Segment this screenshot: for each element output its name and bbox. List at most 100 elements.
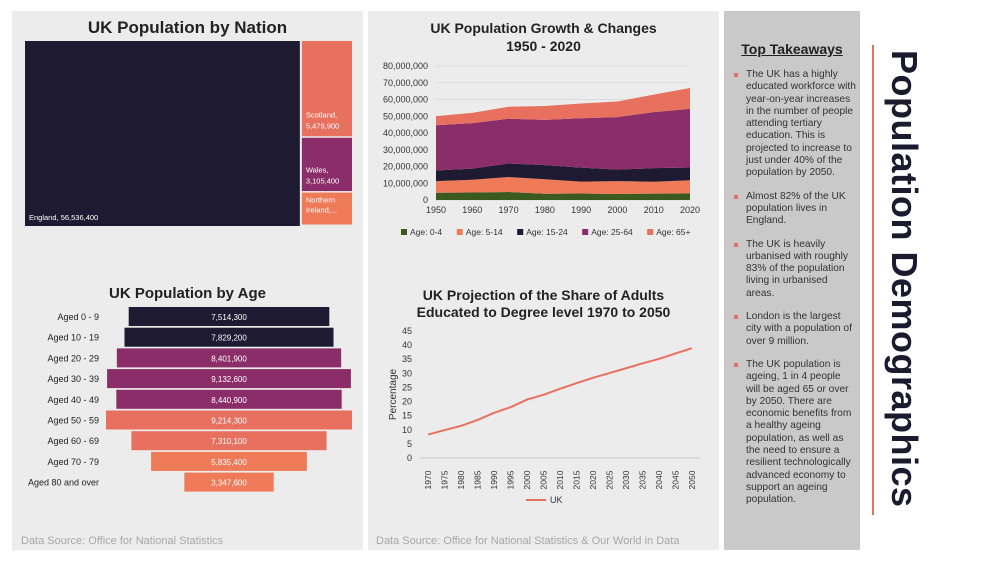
area-legend-label: Age: 0-4 [410, 227, 442, 237]
line-ytick: 20 [402, 397, 412, 407]
area-ytick: 30,000,000 [383, 145, 428, 155]
age-bar-value: 5,835,400 [211, 458, 247, 467]
age-bar-label: Aged 40 - 49 [47, 395, 99, 405]
area-ytick: 60,000,000 [383, 95, 428, 105]
page-title: Population Demographics [884, 50, 925, 508]
treemap-value-scotland: 5,479,900 [306, 122, 339, 131]
takeaway-item: London is the largest city with a popula… [734, 311, 856, 348]
age-bar [116, 389, 342, 409]
age-bar [107, 369, 351, 389]
age-bar-label: Aged 50 - 59 [47, 416, 99, 426]
treemap-label-scotland: Scotland, [306, 111, 337, 120]
line-ytick: 10 [402, 425, 412, 435]
age-bar-value: 7,514,300 [211, 313, 247, 322]
age-bar-value: 8,440,900 [211, 396, 247, 405]
age-bar [128, 307, 330, 326]
area-ytick: 20,000,000 [383, 162, 428, 172]
treemap-value-wales: 3,105,400 [306, 177, 339, 186]
age-bar [184, 472, 274, 492]
middle-source: Data Source: Office for National Statist… [376, 535, 680, 547]
area-series-age-25-64 [436, 108, 690, 171]
line-chart-title: UK Projection of the Share of Adults [422, 287, 665, 303]
treemap-title: UK Population by Nation [87, 18, 288, 37]
age-bar-value: 9,132,600 [211, 375, 247, 384]
area-legend-swatch [517, 229, 524, 235]
area-chart-subtitle: 1950 - 2020 [506, 38, 581, 54]
middle-panel: UK Population Growth & Changes 1950 - 20… [368, 11, 719, 550]
line-ytick: 35 [402, 354, 412, 364]
line-legend-label: UK [550, 495, 563, 505]
area-chart: 0 10,000,000 20,000,000 30,000,000 40,000,00… [383, 61, 700, 237]
line-xtick: 1980 [456, 470, 466, 489]
takeaway-item: Almost 82% of the UK population lives in… [734, 191, 856, 228]
area-legend-swatch [456, 229, 463, 235]
line-series-uk [427, 347, 693, 436]
area-ytick: 50,000,000 [383, 111, 428, 121]
takeaways-heading: Top Takeaways [741, 41, 843, 57]
line-ytick: 40 [402, 340, 412, 350]
treemap-cell-scotland [301, 41, 352, 137]
accent-divider [872, 45, 874, 515]
line-xtick: 2030 [621, 470, 631, 489]
treemap-label-wales: Wales, [306, 166, 329, 175]
line-xtick: 2000 [522, 470, 532, 489]
takeaway-item: The UK population is ageing, 1 in 4 peop… [734, 359, 856, 507]
age-bar-value: 7,310,100 [211, 437, 247, 446]
area-xtick: 1970 [499, 205, 519, 215]
area-xtick: 1990 [571, 205, 591, 215]
left-panel: UK Population by Nation England, 56,536,… [12, 11, 363, 550]
area-series-age-65- [436, 87, 690, 126]
line-xtick: 2035 [637, 470, 647, 489]
line-xtick: 1995 [506, 470, 516, 489]
area-series-age-15-24 [436, 163, 690, 182]
age-bar-label: Aged 30 - 39 [47, 374, 99, 384]
line-ytick: 0 [407, 453, 412, 463]
area-series-age-0-4 [436, 191, 690, 200]
treemap-cell-england [25, 41, 300, 226]
area-xtick: 1950 [426, 205, 446, 215]
takeaways-panel: Top Takeaways The UK has a highly educat… [724, 11, 860, 550]
area-ytick: 40,000,000 [383, 128, 428, 138]
line-xtick: 2040 [654, 470, 664, 489]
treemap-label-northern-ireland: Northern [306, 196, 335, 205]
treemap-label-england: England, 56,536,400 [29, 213, 98, 222]
line-xtick: 2020 [588, 470, 598, 489]
area-legend-label: Age: 15-24 [526, 227, 568, 237]
line-xtick: 2010 [555, 470, 565, 489]
age-bar-chart: 7,514,300 Aged 0 - 9 7,829,200 Aged 10 - 19… [28, 307, 352, 492]
age-bar-label: Aged 60 - 69 [47, 436, 99, 446]
line-ytick: 15 [402, 411, 412, 421]
left-source: Data Source: Office for National Statist… [21, 535, 224, 547]
area-ytick: 0 [423, 195, 428, 205]
age-bar-label: Aged 80 and over [28, 478, 99, 488]
age-bar-label: Aged 20 - 29 [47, 353, 99, 363]
age-bar-value: 8,401,900 [211, 354, 247, 363]
area-ytick: 10,000,000 [383, 178, 428, 188]
line-ytick: 25 [402, 382, 412, 392]
treemap-cell-wales [301, 137, 352, 192]
takeaway-item: The UK has a highly educated workforce w… [734, 69, 856, 180]
area-chart-title: UK Population Growth & Changes [430, 20, 657, 36]
line-ylabel: Percentage [388, 368, 399, 420]
line-xtick: 2005 [539, 470, 549, 489]
age-bar-label: Aged 0 - 9 [57, 312, 99, 322]
area-xtick: 1960 [462, 205, 482, 215]
age-bar-value: 9,214,300 [211, 417, 247, 426]
age-bar-value: 7,829,200 [211, 334, 247, 343]
line-xtick: 1975 [440, 470, 450, 489]
line-xtick: 1990 [489, 470, 499, 489]
area-xtick: 2020 [680, 205, 700, 215]
treemap-chart: England, 56,536,400 Scotland, 5,479,900 Wal… [25, 41, 352, 226]
line-xtick: 2050 [687, 470, 697, 489]
area-legend-label: Age: 65+ [656, 227, 690, 237]
line-ytick: 5 [407, 439, 412, 449]
line-ytick: 30 [402, 368, 412, 378]
area-ytick: 80,000,000 [383, 61, 428, 71]
line-ytick: 45 [402, 326, 412, 336]
line-xtick: 1985 [473, 470, 483, 489]
age-bar [106, 410, 352, 430]
line-chart-subtitle: Educated to Degree level 1970 to 2050 [416, 304, 671, 320]
treemap-value-northern-ireland: Ireland,... [306, 206, 337, 215]
area-legend-swatch [582, 229, 589, 235]
